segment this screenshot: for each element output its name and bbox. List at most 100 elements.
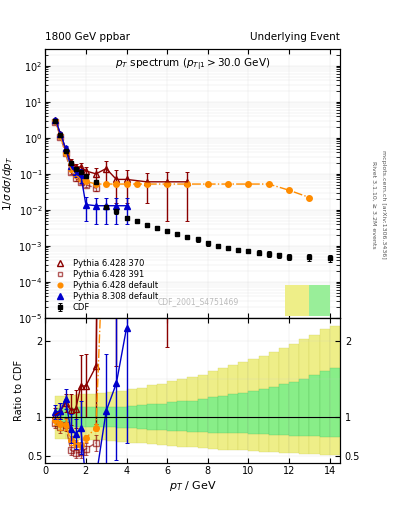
Pythia 8.308 default bbox=[63, 145, 68, 151]
Pythia 6.428 391 bbox=[94, 185, 98, 191]
Bar bbox=[309, 285, 330, 316]
Pythia 8.308 default bbox=[83, 202, 88, 208]
Pythia 6.428 default bbox=[124, 181, 129, 187]
Bar bbox=[320, 371, 330, 437]
Bar bbox=[137, 388, 147, 443]
Pythia 6.428 370 bbox=[68, 158, 73, 164]
Pythia 6.428 default bbox=[63, 150, 68, 156]
Pythia 6.428 default bbox=[246, 181, 251, 187]
Pythia 8.308 default bbox=[53, 117, 58, 123]
Line: Pythia 6.428 default: Pythia 6.428 default bbox=[53, 118, 312, 200]
Pythia 6.428 370 bbox=[104, 165, 108, 172]
Bar bbox=[177, 401, 187, 431]
Text: Rivet 3.1.10, ≥ 3.2M events: Rivet 3.1.10, ≥ 3.2M events bbox=[372, 161, 376, 249]
Pythia 6.428 default bbox=[287, 187, 292, 194]
Pythia 6.428 default bbox=[185, 181, 190, 187]
Bar bbox=[55, 396, 66, 439]
Bar bbox=[279, 385, 289, 435]
Bar bbox=[127, 389, 137, 443]
Bar bbox=[116, 407, 127, 428]
Bar bbox=[147, 404, 157, 430]
Bar bbox=[228, 366, 238, 451]
Bar bbox=[299, 339, 309, 454]
Pythia 6.428 370 bbox=[83, 168, 88, 174]
Bar bbox=[218, 369, 228, 450]
Bar bbox=[208, 397, 218, 433]
Pythia 6.428 default bbox=[134, 181, 139, 187]
Bar bbox=[238, 393, 248, 434]
Pythia 6.428 default bbox=[165, 181, 169, 187]
Bar bbox=[279, 349, 289, 453]
Bar bbox=[106, 408, 116, 428]
Bar bbox=[116, 391, 127, 442]
Bar bbox=[167, 381, 177, 446]
Pythia 6.428 370 bbox=[79, 164, 83, 170]
Pythia 6.428 370 bbox=[145, 179, 149, 185]
Pythia 8.308 default bbox=[68, 162, 73, 168]
Pythia 6.428 default bbox=[266, 181, 271, 187]
Pythia 6.428 default bbox=[226, 181, 231, 187]
Legend: Pythia 6.428 370, Pythia 6.428 391, Pythia 6.428 default, Pythia 8.308 default, : Pythia 6.428 370, Pythia 6.428 391, Pyth… bbox=[50, 257, 160, 314]
Bar bbox=[228, 394, 238, 434]
Bar bbox=[106, 392, 116, 441]
Pythia 6.428 370 bbox=[73, 164, 78, 170]
Bar bbox=[147, 385, 157, 444]
Pythia 6.428 370 bbox=[63, 145, 68, 152]
Pythia 6.428 default bbox=[73, 172, 78, 178]
Pythia 6.428 391 bbox=[68, 168, 73, 175]
Line: Pythia 6.428 370: Pythia 6.428 370 bbox=[52, 117, 191, 185]
Pythia 6.428 370 bbox=[124, 176, 129, 182]
Bar bbox=[248, 391, 259, 434]
Bar bbox=[157, 383, 167, 445]
Pythia 8.308 default bbox=[94, 203, 98, 209]
Bar bbox=[66, 408, 76, 426]
X-axis label: $p_T$ / GeV: $p_T$ / GeV bbox=[169, 479, 217, 493]
Bar bbox=[198, 374, 208, 448]
Bar bbox=[309, 375, 320, 436]
Pythia 8.308 default bbox=[79, 172, 83, 178]
Line: Pythia 6.428 391: Pythia 6.428 391 bbox=[53, 119, 99, 191]
Bar bbox=[66, 395, 76, 439]
Bar bbox=[167, 402, 177, 431]
Bar bbox=[248, 359, 259, 451]
Text: CDF_2001_S4751469: CDF_2001_S4751469 bbox=[158, 297, 239, 306]
Bar bbox=[259, 389, 269, 434]
Bar bbox=[218, 396, 228, 433]
Bar bbox=[320, 329, 330, 455]
Bar bbox=[96, 393, 106, 440]
Bar bbox=[177, 379, 187, 446]
Pythia 6.428 391 bbox=[83, 182, 88, 188]
Pythia 8.308 default bbox=[73, 169, 78, 176]
Bar bbox=[86, 394, 96, 440]
Bar bbox=[269, 352, 279, 452]
Bar bbox=[76, 408, 86, 428]
Bar bbox=[269, 387, 279, 435]
Pythia 6.428 default bbox=[94, 181, 98, 187]
Pythia 6.428 default bbox=[307, 195, 312, 201]
Pythia 6.428 default bbox=[114, 181, 119, 187]
Y-axis label: Ratio to CDF: Ratio to CDF bbox=[14, 360, 24, 421]
Text: 1800 GeV ppbar: 1800 GeV ppbar bbox=[45, 32, 130, 42]
Bar bbox=[137, 405, 147, 429]
Pythia 6.428 370 bbox=[185, 179, 190, 185]
Bar bbox=[187, 400, 198, 432]
Pythia 6.428 391 bbox=[79, 179, 83, 185]
Pythia 6.428 391 bbox=[58, 134, 63, 140]
Pythia 8.308 default bbox=[58, 131, 63, 137]
Pythia 6.428 370 bbox=[114, 176, 119, 182]
Pythia 8.308 default bbox=[114, 203, 119, 209]
Bar bbox=[330, 326, 340, 455]
Pythia 6.428 370 bbox=[165, 179, 169, 185]
Pythia 6.428 370 bbox=[94, 171, 98, 177]
Bar bbox=[330, 368, 340, 437]
Y-axis label: $1/\sigma\,d\sigma/dp_T$: $1/\sigma\,d\sigma/dp_T$ bbox=[2, 156, 15, 211]
Bar bbox=[198, 399, 208, 432]
Pythia 6.428 default bbox=[206, 181, 210, 187]
Bar bbox=[86, 408, 96, 428]
Bar bbox=[259, 356, 269, 452]
Bar bbox=[238, 362, 248, 451]
Pythia 6.428 default bbox=[83, 178, 88, 184]
Pythia 6.428 default bbox=[68, 165, 73, 172]
Pythia 6.428 370 bbox=[58, 131, 63, 137]
Line: Pythia 8.308 default: Pythia 8.308 default bbox=[52, 117, 130, 209]
